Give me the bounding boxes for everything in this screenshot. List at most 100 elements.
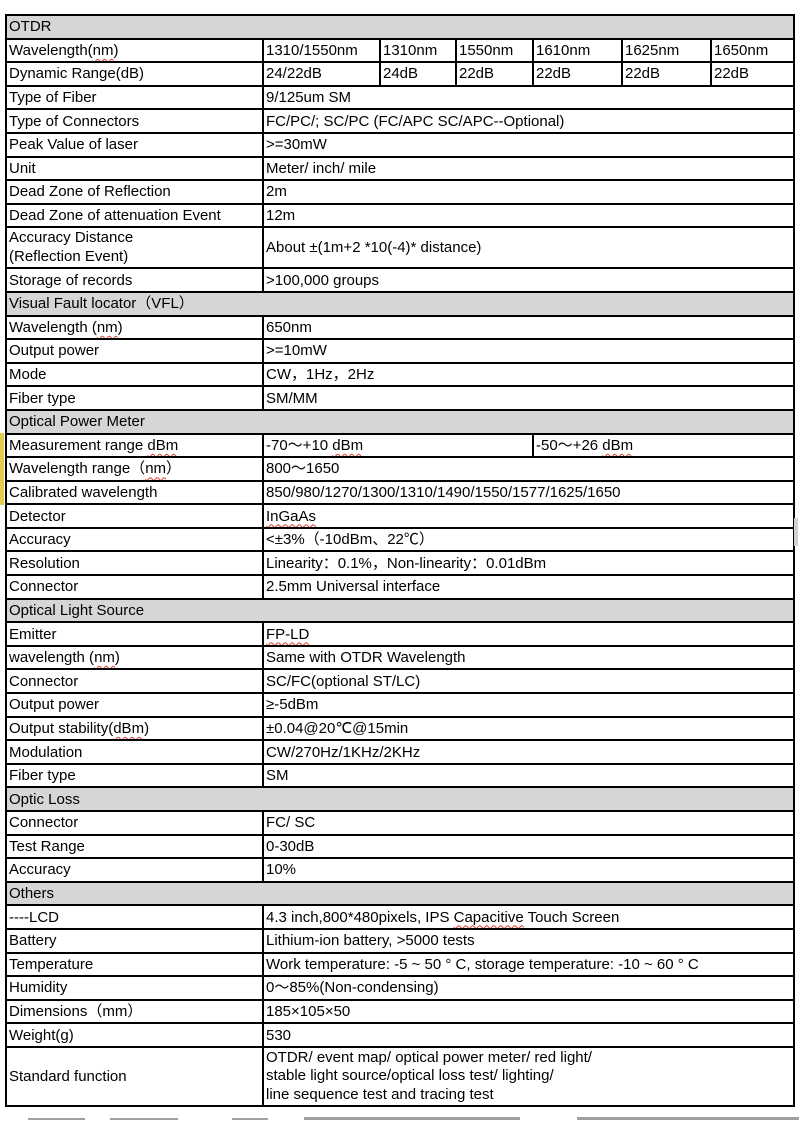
row-value-cell: 22dB (709, 61, 796, 87)
spec-row: Output stability(dBm) ±0.04@20℃@15min (5, 715, 796, 742)
row-label: Type of Connectors (5, 108, 264, 134)
row-label: Dimensions（mm） (5, 998, 264, 1025)
comment-marker-yellow (0, 433, 4, 505)
spec-row: Type of Fiber 9/125um SM (5, 84, 796, 111)
section-header: Optical Light Source (4, 597, 796, 624)
row-value: 9/125um SM (261, 84, 796, 111)
row-label: Output power (5, 338, 264, 364)
spec-row: Modulation CW/270Hz/1KHz/2KHz (5, 739, 796, 765)
cutoff-text-artifact (28, 1118, 85, 1120)
row-value-cell: 1310nm (379, 37, 457, 64)
row-value: 2m (261, 179, 796, 205)
row-value-line: stable light source/optical loss test/ l… (266, 1067, 554, 1085)
misspelled-word: nm (92, 41, 114, 59)
row-value: 530 (261, 1022, 796, 1048)
spec-row: Resolution Linearity：0.1%，Non-linearity：0… (5, 550, 796, 577)
row-value: 185×105×50 (261, 998, 796, 1025)
misspelled-word: Capacitive (453, 908, 524, 926)
spec-row: Accuracy <±3%（-10dBm、22℃） (5, 526, 796, 553)
row-value-cell: 1610nm (532, 37, 623, 64)
spec-row: Type of Connectors FC/PC/; SC/PC (FC/APC … (5, 108, 796, 134)
misspelled-word: dBm (332, 436, 364, 454)
misspelled-word: dBm (602, 436, 634, 454)
spec-row: Measurement range dBm -70～+10 dBm -50～+26 … (5, 432, 796, 459)
row-value: Same with OTDR Wavelength (261, 644, 796, 671)
row-value-cell: 24dB (379, 61, 457, 87)
row-label: Wavelength (nm) (5, 314, 264, 341)
spec-row: Fiber type SM (5, 762, 796, 789)
row-value-cell: 1650nm (709, 37, 796, 64)
section-header: Optic Loss (4, 786, 796, 812)
spec-row: Wavelength (nm) 650nm (5, 314, 796, 341)
spec-row: ----LCD 4.3 inch,800*480pixels, IPS Capac… (5, 904, 796, 930)
section-header: Optical Power Meter (4, 408, 796, 435)
row-label: Measurement range dBm (5, 432, 264, 459)
row-value: 650nm (261, 314, 796, 341)
section-header: Visual Fault locator（VFL） (4, 290, 796, 317)
row-label-line: (Reflection Event) (9, 247, 129, 265)
spec-row: Battery Lithium-ion battery, >5000 tests (5, 927, 796, 954)
row-value: Lithium-ion battery, >5000 tests (261, 927, 796, 954)
spec-row: Wavelength(nm) 1310/1550nm 1310nm 1550nm 161… (5, 37, 796, 64)
row-label: Output stability(dBm) (5, 715, 264, 742)
row-value: 0～85%(Non-condensing) (261, 975, 796, 1001)
row-value: 10% (261, 857, 796, 883)
row-value: 850/980/1270/1300/1310/1490/1550/1577/16… (261, 479, 796, 506)
row-label: Fiber type (5, 762, 264, 789)
row-label: ----LCD (5, 904, 264, 930)
row-label: Peak Value of laser (5, 131, 264, 158)
section-row: Optical Light Source (4, 597, 796, 624)
row-value-cell: 22dB (621, 61, 712, 87)
row-label: Battery (5, 927, 264, 954)
row-value: FP-LD (261, 621, 796, 647)
row-value: <±3%（-10dBm、22℃） (261, 526, 796, 553)
row-value-cell: 1550nm (455, 37, 534, 64)
spec-row: Output power ≥-5dBm (5, 692, 796, 718)
row-value: >=30mW (261, 131, 796, 158)
spec-row: Wavelength range（nm） 800～1650 (5, 456, 796, 482)
spec-row: Storage of records >100,000 groups (5, 267, 796, 293)
row-value: OTDR/ event map/ optical power meter/ re… (261, 1045, 796, 1108)
row-value: Linearity：0.1%，Non-linearity：0.01dBm (261, 550, 796, 577)
cutoff-text-artifact (110, 1118, 178, 1120)
row-value: CW，1Hz，2Hz (261, 361, 796, 388)
spec-row: Humidity 0～85%(Non-condensing) (5, 975, 796, 1001)
cutoff-text-artifact (577, 1117, 799, 1120)
row-label: Resolution (5, 550, 264, 577)
row-value: CW/270Hz/1KHz/2KHz (261, 739, 796, 765)
section-row: Optical Power Meter (4, 408, 796, 435)
spec-row: Dead Zone of Reflection 2m (5, 179, 796, 205)
spec-row: Connector 2.5mm Universal interface (5, 574, 796, 600)
row-label: Temperature (5, 951, 264, 978)
row-value: ±0.04@20℃@15min (261, 715, 796, 742)
row-value: 0-30dB (261, 833, 796, 860)
row-label: Wavelength(nm) (5, 37, 264, 64)
section-row: OTDR (4, 14, 796, 40)
spec-row: Dead Zone of attenuation Event 12m (5, 202, 796, 229)
section-header: Others (4, 880, 796, 907)
row-value: FC/PC/; SC/PC (FC/APC SC/APC--Optional) (261, 108, 796, 134)
spec-row: Standard function OTDR/ event map/ optica… (5, 1045, 796, 1108)
row-label: Wavelength range（nm） (5, 456, 264, 482)
row-label: Humidity (5, 975, 264, 1001)
row-label: Calibrated wavelength (5, 479, 264, 506)
spec-row: Connector SC/FC(optional ST/LC) (5, 668, 796, 695)
spec-row: Mode CW，1Hz，2Hz (5, 361, 796, 388)
spec-row: Emitter FP-LD (5, 621, 796, 647)
spec-row: Output power >=10mW (5, 338, 796, 364)
misspelled-word: dBm (113, 719, 145, 737)
section-row: Visual Fault locator（VFL） (4, 290, 796, 317)
row-label: Accuracy Distance (Reflection Event) (5, 226, 264, 270)
section-header: OTDR (4, 14, 796, 40)
row-label: Standard function (5, 1045, 264, 1108)
row-value: 800～1650 (261, 456, 796, 482)
spec-row: wavelength (nm) Same with OTDR Wavelength (5, 644, 796, 671)
row-label: Mode (5, 361, 264, 388)
spec-row: Accuracy Distance (Reflection Event) About… (5, 226, 796, 270)
spec-table: OTDR Wavelength(nm) 1310/1550nm 1310nm 1550n… (4, 14, 796, 1108)
row-label-line: Accuracy Distance (9, 229, 134, 247)
row-value: 12m (261, 202, 796, 229)
spec-row: Accuracy 10% (5, 857, 796, 883)
row-label: Unit (5, 155, 264, 182)
